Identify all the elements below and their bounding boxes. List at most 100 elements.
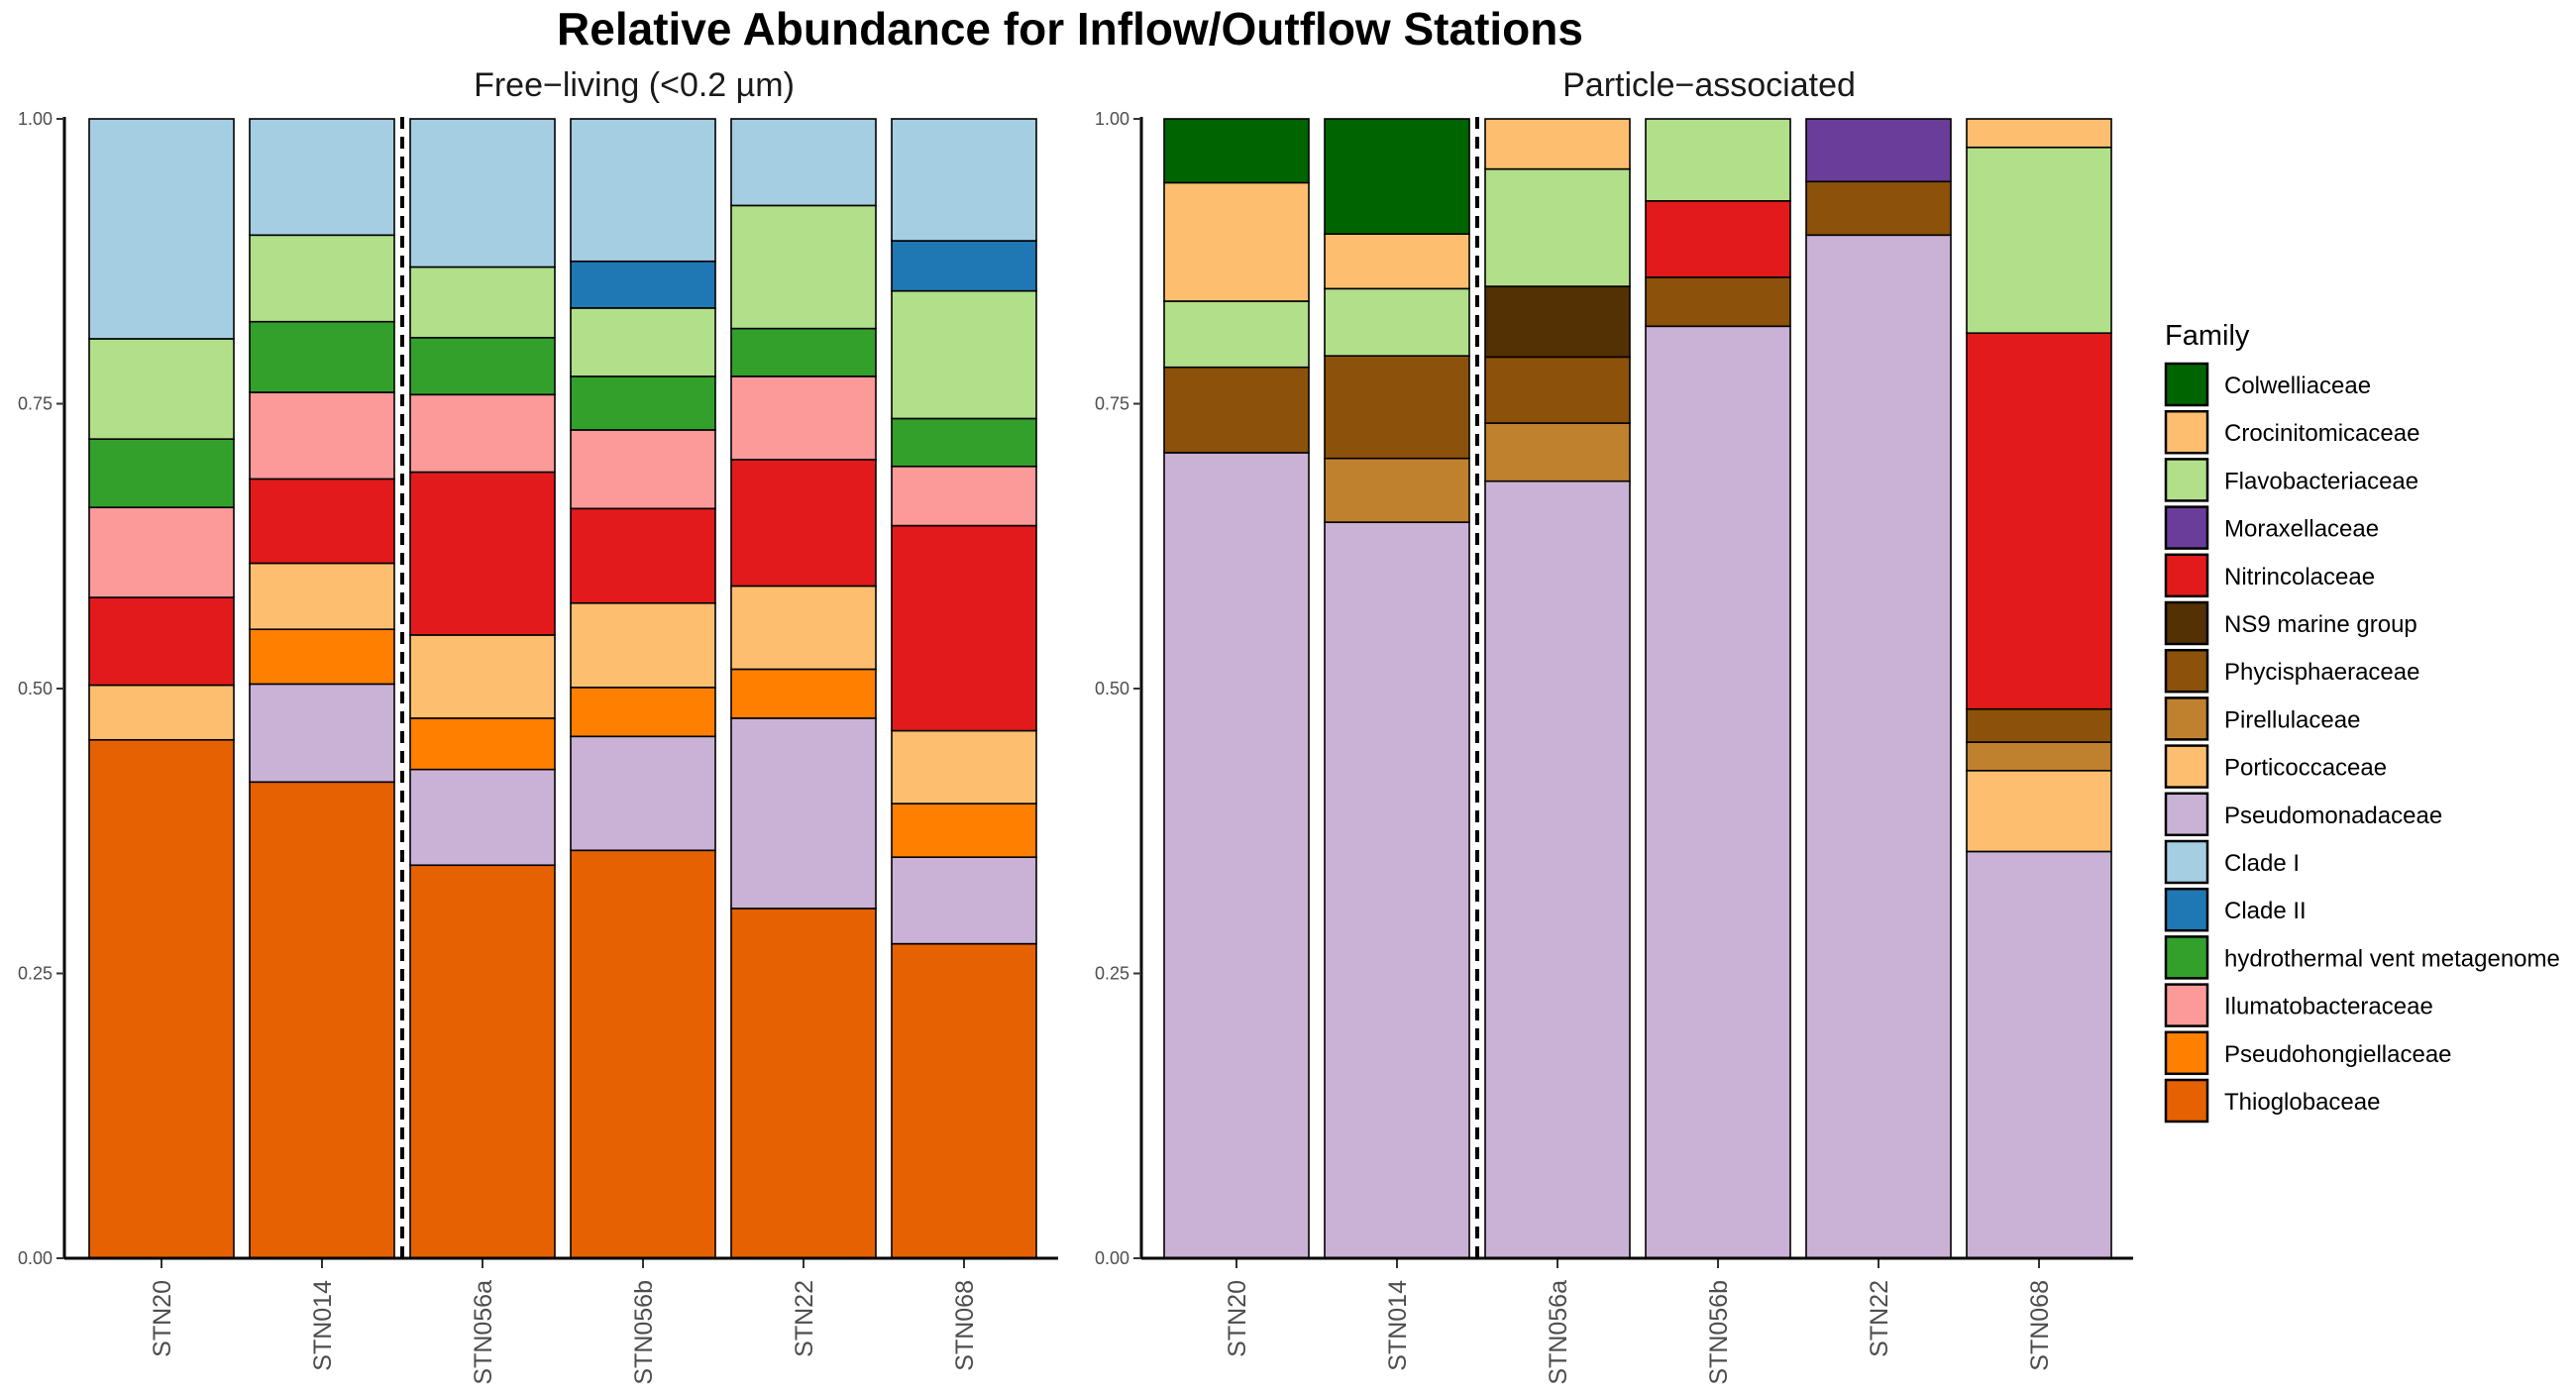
bar-segment-pseudohongiellaceae: [570, 687, 716, 738]
bar-segment-colwelliaceae: [1163, 118, 1310, 184]
legend-swatch: [2164, 696, 2209, 741]
y-tick-label: 0.25: [18, 964, 53, 984]
legend-swatch: [2164, 983, 2209, 1027]
bar-segment-pseudohongiellaceae: [249, 628, 395, 686]
bar-segment-hydrothermal-vent-metagenome: [88, 438, 235, 508]
bar-segment-thioglobaceae: [891, 942, 1037, 1259]
x-tick-label: STN22: [1866, 1280, 1893, 1357]
bar-segment-clade-i: [409, 118, 556, 268]
y-tick-label: 0.00: [1095, 1248, 1129, 1268]
bar-segment-clade-i: [249, 118, 395, 237]
bar-segment-porticoccaceae: [570, 601, 716, 689]
legend-item-hydrothermal-vent-metagenome: hydrothermal vent metagenome: [2164, 935, 2560, 980]
legend-swatch: [2164, 600, 2209, 646]
bar-segment-porticoccaceae: [891, 729, 1037, 804]
legend-item-phycisphaeraceae: Phycisphaeraceae: [2164, 648, 2419, 694]
bar-segment-pirellulaceae: [1324, 457, 1470, 523]
bar-segment-flavobacteriaceae: [249, 234, 395, 323]
bar-segment-ilumatobacteraceae: [891, 465, 1037, 527]
bar-segment-pseudomonadaceae: [570, 735, 716, 852]
legend-title: Family: [2165, 320, 2250, 352]
bar-segment-thioglobaceae: [88, 738, 235, 1259]
bar-segment-hydrothermal-vent-metagenome: [249, 320, 395, 393]
y-tick-label: 0.00: [18, 1248, 53, 1268]
bar-segment-phycisphaeraceae: [1645, 276, 1791, 328]
bar-segment-nitrincolaceae: [88, 596, 235, 687]
bar-segment-crocinitomicaceae: [1324, 233, 1470, 290]
bar-segment-flavobacteriaceae: [570, 307, 716, 377]
legend-label: Porticoccaceae: [2224, 755, 2387, 782]
bar-segment-phycisphaeraceae: [1324, 355, 1470, 460]
bar-segment-crocinitomicaceae: [1966, 118, 2112, 149]
bar-segment-thioglobaceae: [730, 908, 877, 1259]
legend-item-clade-ii: Clade II: [2164, 887, 2307, 932]
bar-segment-ilumatobacteraceae: [730, 375, 877, 461]
legend-label: Pseudohongiellaceae: [2224, 1041, 2452, 1068]
bar-segment-flavobacteriaceae: [730, 204, 877, 330]
legend-label: Pirellulaceae: [2224, 706, 2360, 733]
panel-free-living-0-2-m: Free−living (<0.2 µm) STN20 STN014 STN056a S…: [18, 66, 1058, 1385]
bar-segment-crocinitomicaceae: [1484, 118, 1631, 170]
legend-item-flavobacteriaceae: Flavobacteriaceae: [2164, 458, 2418, 502]
legend-swatch: [2164, 839, 2209, 885]
legend-label: Crocinitomicaceae: [2224, 420, 2419, 447]
bar-segment-ilumatobacteraceae: [409, 393, 556, 474]
legend-item-pirellulaceae: Pirellulaceae: [2164, 696, 2360, 741]
legend-item-moraxellaceae: Moraxellaceae: [2164, 505, 2379, 550]
x-tick-label: STN014: [1384, 1280, 1412, 1371]
bar-segment-pseudomonadaceae: [1805, 234, 1952, 1259]
y-tick-label: 0.25: [1095, 964, 1129, 984]
bar-segment-pseudomonadaceae: [249, 683, 395, 784]
bar-segment-pseudohongiellaceae: [730, 668, 877, 719]
bar-segment-flavobacteriaceae: [1966, 146, 2112, 334]
x-tick-label: STN20: [1224, 1280, 1251, 1357]
bar-segment-pseudomonadaceae: [409, 768, 556, 867]
x-tick-label: STN068: [951, 1280, 979, 1371]
bar-segment-pseudomonadaceae: [730, 717, 877, 910]
x-tick-label: STN056a: [470, 1280, 497, 1385]
bar-segment-porticoccaceae: [409, 634, 556, 719]
legend-swatch: [2164, 887, 2209, 932]
legend-item-porticoccaceae: Porticoccaceae: [2164, 744, 2387, 789]
x-tick-label: STN22: [791, 1280, 818, 1357]
bar-segment-flavobacteriaceae: [1324, 287, 1470, 358]
bar-segment-nitrincolaceae: [570, 507, 716, 604]
bar-segment-nitrincolaceae: [730, 459, 877, 588]
bar-segment-colwelliaceae: [1324, 118, 1470, 235]
bar-segment-pseudomonadaceae: [1163, 452, 1310, 1259]
legend-item-ilumatobacteraceae: Ilumatobacteraceae: [2164, 983, 2433, 1027]
bar-segment-porticoccaceae: [249, 562, 395, 630]
legend-swatch: [2164, 648, 2209, 694]
bar-segment-flavobacteriaceae: [88, 338, 235, 440]
panel-title: Particle−associated: [1562, 66, 1856, 104]
x-tick-label: STN056b: [1705, 1280, 1733, 1385]
panel-title: Free−living (<0.2 µm): [474, 66, 795, 104]
bar-segment-hydrothermal-vent-metagenome: [570, 375, 716, 431]
legend-label: hydrothermal vent metagenome: [2224, 945, 2560, 972]
legend-swatch: [2164, 409, 2209, 455]
bar-segment-thioglobaceae: [249, 781, 395, 1259]
legend-item-nitrincolaceae: Nitrincolaceae: [2164, 553, 2375, 598]
legend-swatch: [2164, 744, 2209, 789]
bar-segment-crocinitomicaceae: [1163, 181, 1310, 302]
legend-label: Flavobacteriaceae: [2224, 468, 2418, 494]
bar-segment-phycisphaeraceae: [1163, 366, 1310, 454]
legend: Family Colwelliaceae Crocinitomicaceae Fla…: [2164, 320, 2560, 1124]
bar-segment-porticoccaceae: [1966, 769, 2112, 853]
bar-segment-clade-i: [891, 118, 1037, 242]
bar-segment-ilumatobacteraceae: [88, 506, 235, 598]
bar-segment-pseudomonadaceae: [1966, 850, 2112, 1259]
legend-swatch: [2164, 1030, 2209, 1076]
legend-item-pseudomonadaceae: Pseudomonadaceae: [2164, 792, 2442, 837]
bar-segment-ns9-marine-group: [1484, 285, 1631, 359]
y-tick-label: 0.75: [18, 394, 53, 414]
bar-segment-nitrincolaceae: [409, 471, 556, 636]
legend-label: Pseudomonadaceae: [2224, 803, 2442, 829]
bar-segment-porticoccaceae: [730, 585, 877, 671]
bar-segment-phycisphaeraceae: [1484, 356, 1631, 424]
bar-segment-pirellulaceae: [1966, 741, 2112, 772]
chart-title: Relative Abundance for Inflow/Outflow St…: [557, 3, 1583, 54]
y-tick-label: 0.50: [18, 679, 53, 698]
